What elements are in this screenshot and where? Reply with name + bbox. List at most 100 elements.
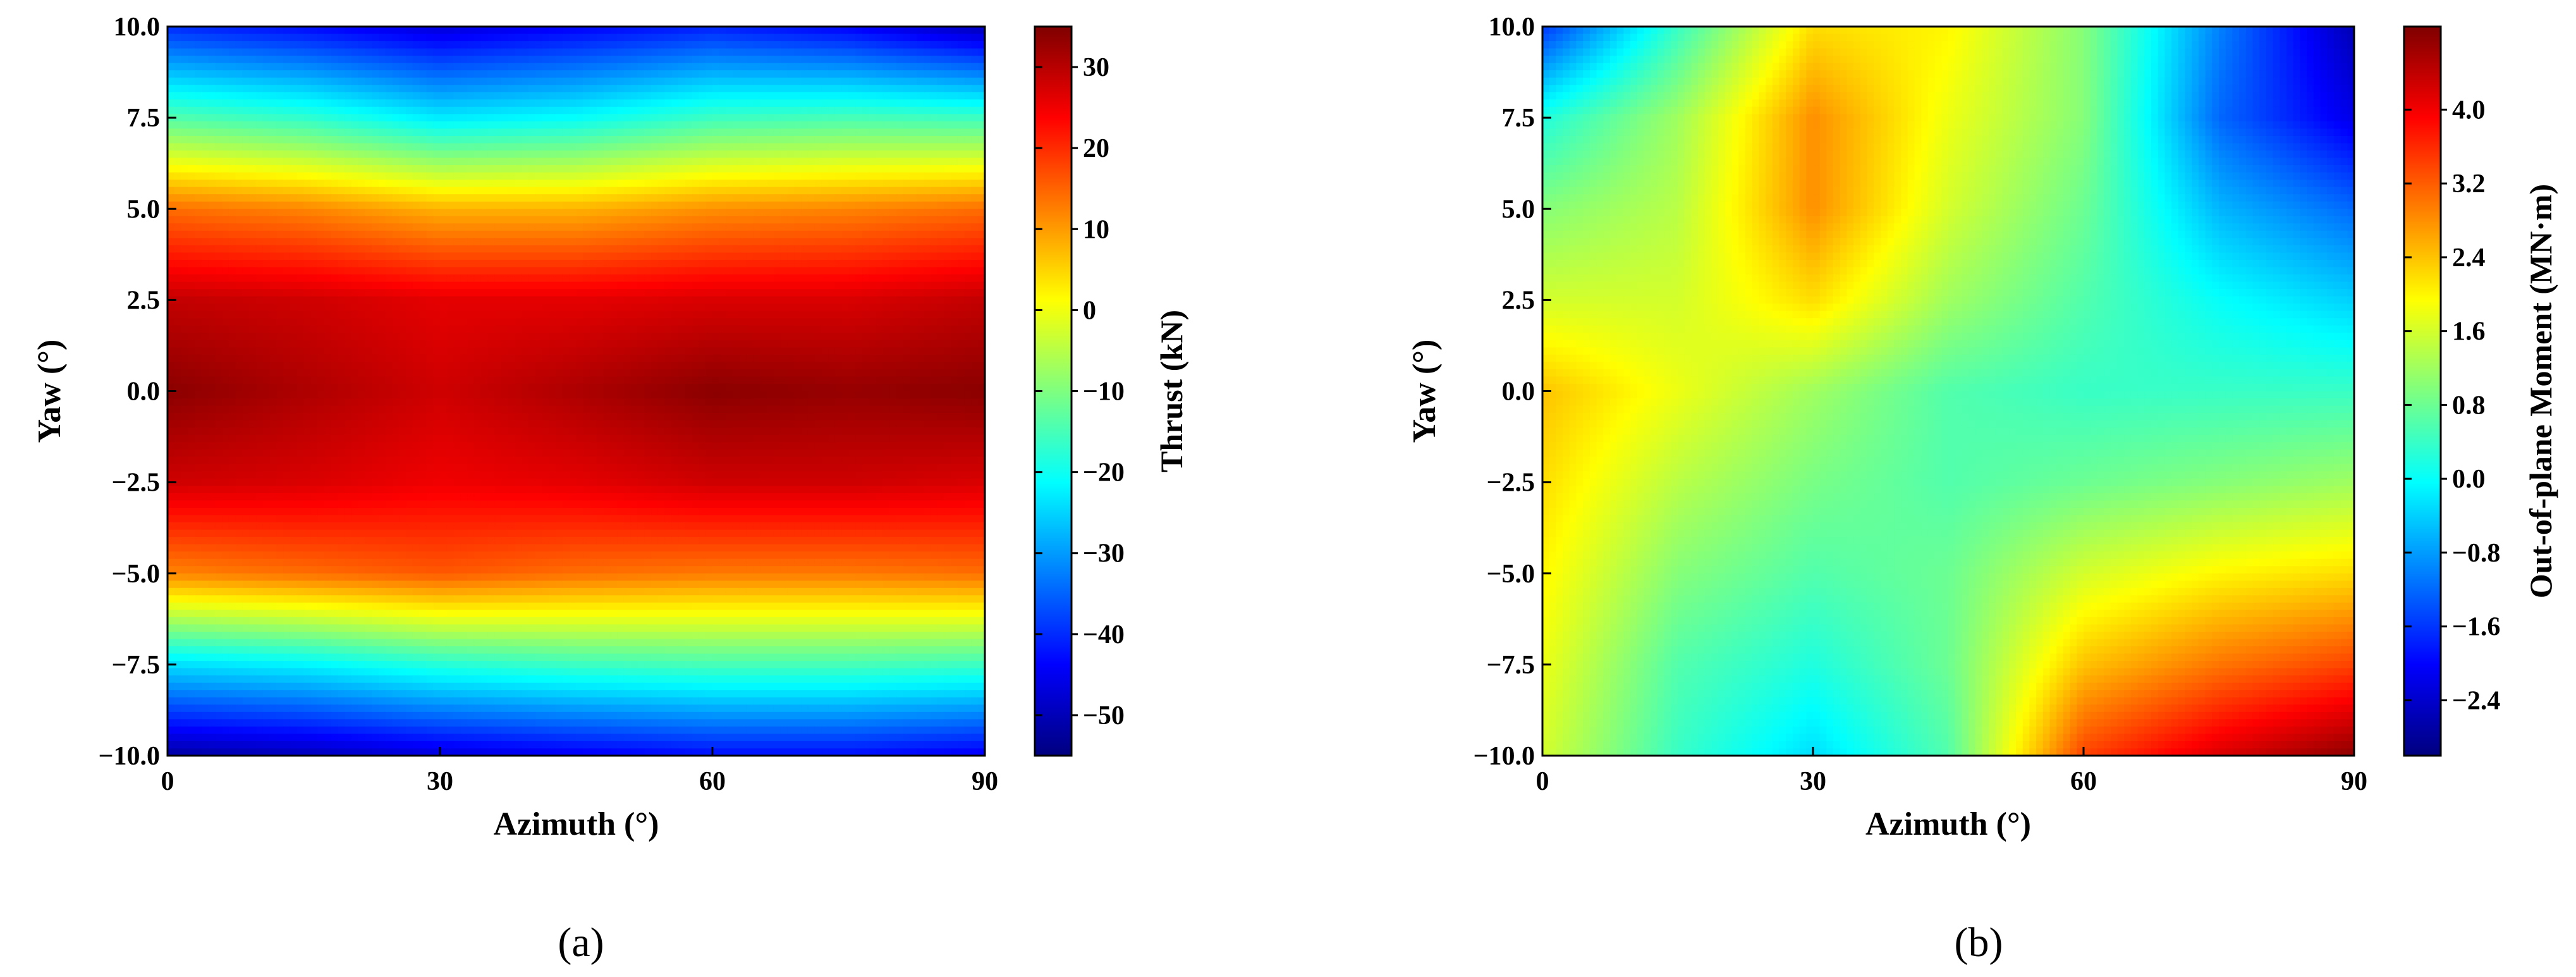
heatmap-cell	[174, 238, 182, 246]
heatmap-cell	[834, 296, 843, 304]
heatmap-cell	[215, 194, 223, 202]
heatmap-cell	[188, 281, 195, 290]
heatmap-cell	[528, 223, 536, 231]
heatmap-cell	[924, 216, 931, 224]
heatmap-cell	[569, 310, 577, 319]
heatmap-cell	[876, 128, 884, 137]
heatmap-cell	[235, 180, 243, 188]
heatmap-cell	[296, 238, 305, 246]
heatmap-cell	[828, 216, 836, 224]
heatmap-cell	[365, 77, 373, 86]
heatmap-cell	[269, 289, 278, 297]
heatmap-cell	[760, 151, 768, 159]
heatmap-cell	[569, 63, 577, 71]
heatmap-cell	[242, 194, 250, 202]
heatmap-cell	[889, 27, 897, 35]
heatmap-cell	[801, 135, 809, 144]
heatmap-cell	[917, 259, 924, 268]
heatmap-cell	[549, 27, 556, 35]
heatmap-cell	[440, 27, 448, 35]
heatmap-cell	[821, 252, 829, 261]
heatmap-cell	[269, 63, 278, 71]
heatmap-cell	[392, 318, 400, 326]
heatmap-cell	[637, 252, 645, 261]
heatmap-cell	[365, 267, 373, 275]
heatmap-cell	[787, 56, 795, 64]
heatmap-cell	[937, 70, 945, 78]
heatmap-cell	[610, 70, 618, 78]
heatmap-cell	[453, 27, 461, 35]
heatmap-cell	[467, 48, 475, 56]
heatmap-cell	[542, 48, 550, 56]
heatmap-cell	[296, 304, 305, 312]
heatmap-cell	[834, 41, 843, 49]
heatmap-cell	[590, 85, 597, 93]
heatmap-cell	[978, 128, 986, 137]
heatmap-cell	[467, 325, 475, 334]
heatmap-cell	[228, 128, 236, 137]
heatmap-cell	[964, 106, 972, 115]
heatmap-cell	[685, 172, 693, 180]
heatmap-cell	[767, 56, 774, 64]
heatmap-cell	[269, 216, 278, 224]
heatmap-cell	[168, 77, 175, 86]
heatmap-cell	[331, 187, 339, 195]
heatmap-cell	[733, 201, 740, 210]
heatmap-cell	[930, 85, 938, 93]
heatmap-cell	[365, 128, 373, 137]
heatmap-cell	[453, 114, 461, 122]
heatmap-cell	[699, 85, 707, 93]
heatmap-cell	[372, 27, 379, 35]
heatmap-cell	[814, 143, 822, 151]
heatmap-cell	[746, 252, 754, 261]
heatmap-cell	[603, 209, 611, 217]
heatmap-cell	[787, 77, 795, 86]
heatmap-cell	[623, 77, 632, 86]
heatmap-cell	[692, 274, 700, 283]
heatmap-cell	[426, 99, 434, 108]
heatmap-cell	[242, 296, 250, 304]
heatmap-cell	[290, 267, 298, 275]
heatmap-cell	[446, 77, 455, 86]
heatmap-cell	[834, 48, 843, 56]
heatmap-cell	[331, 201, 339, 210]
heatmap-cell	[535, 143, 543, 151]
heatmap-cell	[487, 114, 495, 122]
heatmap-cell	[296, 27, 305, 35]
heatmap-cell	[964, 216, 972, 224]
heatmap-cell	[869, 216, 877, 224]
heatmap-cell	[767, 157, 774, 166]
heatmap-cell	[515, 157, 523, 166]
heatmap-cell	[780, 77, 788, 86]
heatmap-cell	[651, 143, 659, 151]
heatmap-cell	[678, 34, 686, 42]
heatmap-cell	[549, 194, 556, 202]
heatmap-cell	[971, 128, 979, 137]
heatmap-cell	[562, 77, 570, 86]
heatmap-cell	[358, 201, 366, 210]
heatmap-cell	[222, 267, 229, 275]
heatmap-cell	[603, 281, 611, 290]
heatmap-cell	[753, 48, 761, 56]
heatmap-cell	[556, 157, 563, 166]
heatmap-cell	[473, 267, 482, 275]
heatmap-cell	[924, 70, 931, 78]
heatmap-cell	[372, 151, 379, 159]
heatmap-cell	[412, 209, 420, 217]
heatmap-cell	[494, 223, 502, 231]
heatmap-cell	[957, 289, 965, 297]
heatmap-cell	[473, 128, 482, 137]
heatmap-cell	[351, 157, 359, 166]
heatmap-cell	[801, 56, 809, 64]
heatmap-cell	[705, 318, 713, 326]
heatmap-cell	[719, 180, 727, 188]
heatmap-cell	[869, 318, 877, 326]
heatmap-cell	[324, 151, 332, 159]
heatmap-cell	[215, 296, 223, 304]
heatmap-cell	[256, 106, 264, 115]
heatmap-cell	[467, 274, 475, 283]
heatmap-cell	[937, 238, 945, 246]
heatmap-cell	[296, 318, 305, 326]
heatmap-cell	[480, 310, 489, 319]
heatmap-cell	[862, 157, 870, 166]
